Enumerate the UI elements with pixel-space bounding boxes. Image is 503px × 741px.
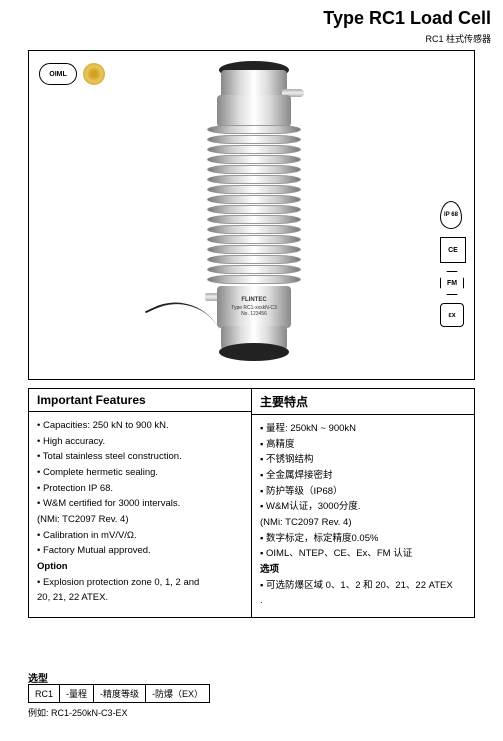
gold-cert-badge — [83, 63, 105, 85]
feature-item: ▪ W&M认证，3000分度. — [260, 499, 466, 515]
features-table: Important Features • Capacities: 250 kN … — [28, 388, 475, 618]
oiml-badge: OIML — [39, 63, 77, 85]
features-header-cn: 主要特点 — [252, 389, 474, 415]
features-body-en: • Capacities: 250 kN to 900 kN.• High ac… — [29, 412, 251, 614]
feature-item: (NMi: TC2097 Rev. 4) — [37, 512, 243, 528]
cert-badges: IP 68 CE FM εx — [440, 201, 466, 327]
order-example: 例如: RC1-250kN-C3-EX — [28, 706, 128, 719]
option-item: 20, 21, 22 ATEX. — [37, 590, 243, 606]
top-cylinder — [221, 70, 287, 98]
feature-item: • Total stainless steel construction. — [37, 449, 243, 465]
option-item: • Explosion protection zone 0, 1, 2 and — [37, 575, 243, 591]
upper-body — [217, 95, 291, 127]
lower-body: FLINTEC Type RC1-xxxkN-C3 No. 123456 — [217, 286, 291, 328]
feature-item: (NMi: TC2097 Rev. 4) — [260, 515, 466, 531]
features-col-en: Important Features • Capacities: 250 kN … — [29, 389, 252, 617]
order-cell: -精度等级 — [94, 685, 146, 703]
feature-item: • Complete hermetic sealing. — [37, 465, 243, 481]
feature-item: ▪ 数字标定，标定精度0.05% — [260, 531, 466, 547]
example-value: RC1-250kN-C3-EX — [51, 708, 128, 718]
page-subtitle: RC1 柱式传感器 — [425, 32, 491, 45]
features-col-cn: 主要特点 ▪ 量程: 250kN ~ 900kN▪ 高精度▪ 不锈钢结构▪ 全金… — [252, 389, 474, 617]
serial-label: No. 123456 — [241, 311, 267, 317]
ex-badge: εx — [440, 303, 464, 327]
order-table: RC1-量程-精度等级-防爆（EX） — [28, 684, 210, 703]
feature-item: ▪ 全金属焊接密封 — [260, 468, 466, 484]
bottom-oring — [219, 343, 289, 361]
example-label: 例如: — [28, 708, 49, 718]
features-body-cn: ▪ 量程: 250kN ~ 900kN▪ 高精度▪ 不锈钢结构▪ 全金属焊接密封… — [252, 415, 474, 617]
feature-item: ▪ 不锈钢结构 — [260, 452, 466, 468]
feature-item: • High accuracy. — [37, 434, 243, 450]
order-cell: RC1 — [29, 685, 60, 703]
feature-item: ▪ 防护等级（IP68） — [260, 484, 466, 500]
feature-item: ▪ 高精度 — [260, 437, 466, 453]
fm-badge: FM — [440, 271, 464, 295]
feature-item: ▪ OIML、NTEP、CE、Ex、FM 认证 — [260, 546, 466, 562]
option-header-cn: 选项 — [260, 562, 466, 578]
feature-item: ▪ 量程: 250kN ~ 900kN — [260, 421, 466, 437]
option-item: . — [260, 593, 466, 609]
product-image-box: OIML FLINTEC Type RC1-xxxkN-C3 No. 12345… — [28, 50, 475, 380]
feature-item: • Calibration in mV/V/Ω. — [37, 528, 243, 544]
loadcell-illustration: FLINTEC Type RC1-xxxkN-C3 No. 123456 — [199, 61, 309, 371]
option-header-en: Option — [37, 559, 243, 575]
bellows-fins — [207, 125, 301, 285]
feature-item: • Protection IP 68. — [37, 481, 243, 497]
feature-item: • Capacities: 250 kN to 900 kN. — [37, 418, 243, 434]
order-label: 选型 — [28, 670, 48, 685]
ip68-badge: IP 68 — [440, 201, 462, 229]
order-cell: -量程 — [60, 685, 94, 703]
brand-label: FLINTEC — [241, 297, 266, 304]
page-title: Type RC1 Load Cell — [323, 8, 491, 29]
option-item: ▪ 可选防爆区域 0、1、2 和 20、21、22 ATEX — [260, 578, 466, 594]
feature-item: • Factory Mutual approved. — [37, 543, 243, 559]
feature-item: • W&M certified for 3000 intervals. — [37, 496, 243, 512]
ce-badge: CE — [440, 237, 466, 263]
features-header-en: Important Features — [29, 389, 251, 412]
order-cell: -防爆（EX） — [146, 685, 210, 703]
